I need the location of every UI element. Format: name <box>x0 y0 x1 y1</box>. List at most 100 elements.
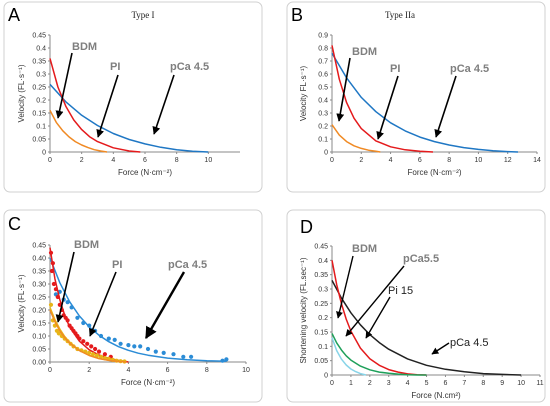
panel-c-series-1-point <box>81 339 86 344</box>
panel-c-arrow-pi <box>89 271 117 337</box>
panel-c-y-tick-label: 0.40 <box>32 256 46 263</box>
panel-d-y-tick-label: 0.15 <box>314 330 328 337</box>
panel-b-y-tick-label: 0.4 <box>318 98 328 105</box>
panel-c-y-tick-label: 0.05 <box>32 347 46 354</box>
panel-c-annotation-pca45: pCa 4.5 <box>168 259 207 271</box>
panel-a-arrow-pca45 <box>152 74 175 135</box>
panel-c-y-tick-label: 0.25 <box>32 295 46 302</box>
panel-c-x-tick-label: 10 <box>242 367 250 374</box>
panel-a-annotation-bdm: BDM <box>72 41 97 53</box>
panel-b-series-2-line <box>331 124 381 153</box>
panel-c-series-0-point <box>189 354 194 359</box>
panel-b-x-tick-label: 8 <box>447 157 451 164</box>
panel-b-x-axis-label: Force (N·cm⁻²) <box>408 168 462 177</box>
panel-c-series-0-point <box>69 305 74 310</box>
panel-c-series-0-point <box>98 333 104 339</box>
panel-c-series-2-point <box>98 354 104 359</box>
panel-d-series-0-line <box>331 280 522 376</box>
panel-c-x-tick-label: 2 <box>87 367 91 374</box>
panel-b-annotation-bdm: BDM <box>352 46 377 58</box>
panel-a-y-axis-label: Velocity (FL·s⁻¹) <box>17 64 26 122</box>
panel-a-series-2-line <box>49 110 108 153</box>
panel-c-series-0-point <box>161 350 166 355</box>
panel-c-y-tick-label: 0.20 <box>32 308 46 315</box>
panel-c-series-0-point <box>145 346 151 352</box>
panel-a-x-axis-label: Force (N·cm⁻²) <box>118 168 172 177</box>
panel-c-y-axis-label: Velocity (FL·s⁻¹) <box>17 274 26 332</box>
panel-c-label: C <box>8 214 21 234</box>
panel-a-frame <box>3 1 263 193</box>
panel-a-x-tick-label: 2 <box>80 157 84 164</box>
panel-c-x-tick-label: 4 <box>126 367 130 374</box>
panel-c-x-tick-label: 8 <box>205 367 209 374</box>
panel-a-x-tick-label: 0 <box>48 157 52 164</box>
panel-b-x-tick-label: 2 <box>359 157 363 164</box>
panel-c-annotation-pi: PI <box>112 259 122 271</box>
panel-c-series-1-point <box>48 250 54 255</box>
panel-b-series-0-line <box>331 52 519 153</box>
panel-c-series-0-point <box>81 320 86 326</box>
panel-c-series-0-point <box>106 336 111 341</box>
panel-d-x-tick-label: 2 <box>368 380 372 387</box>
panel-a-y-tick-label: 0.05 <box>32 137 46 144</box>
panel-c-y-tick-label: 0.10 <box>32 334 46 341</box>
panel-d-x-tick-label: 7 <box>462 380 466 387</box>
panel-d-y-tick-label: 0.4 <box>318 258 328 265</box>
panel-c-frame <box>3 209 263 403</box>
panel-d-x-axis-label: Force (N.cm²) <box>411 391 461 400</box>
panel-b-y-tick-label: 0.2 <box>318 124 328 131</box>
panel-c-arrow-bdm <box>55 251 75 323</box>
panel-c-series-1-point <box>65 318 70 323</box>
panel-c-series-1-point <box>53 287 59 292</box>
panel-c-series-2-point <box>94 353 100 358</box>
panel-d-y-tick-label: 0.05 <box>314 358 328 365</box>
panel-d-y-tick-label: 0.2 <box>318 315 328 322</box>
panel-a-series-0-line <box>49 83 209 153</box>
panel-c-series-2-point <box>56 331 61 336</box>
panel-d-annotation-pca45: pCa 4.5 <box>450 337 489 349</box>
panel-d-y-tick-label: 0 <box>324 373 328 380</box>
panel-c-y-tick-label: 0.00 <box>32 360 46 367</box>
panel-d-y-tick-label: 0.3 <box>318 287 328 294</box>
panel-d-arrow-pi15 <box>365 296 391 339</box>
panel-c-series-1-point <box>96 349 102 354</box>
panel-b-arrow-pi <box>376 75 399 140</box>
panel-b-y-tick-label: 0.9 <box>318 33 328 40</box>
panel-b-series-1-line <box>331 45 434 153</box>
panel-b-y-tick-label: 0.8 <box>318 46 328 53</box>
panel-c-series-1-point <box>85 341 90 346</box>
panel-c-series-1-point <box>51 281 57 287</box>
panel-d-x-tick-label: 1 <box>349 380 353 387</box>
panel-a-x-tick-label: 10 <box>204 157 212 164</box>
panel-d-x-tick-label: 5 <box>425 380 429 387</box>
panel-c-y-tick-label: 0.35 <box>32 269 46 276</box>
panel-c-series-1-point <box>77 336 82 341</box>
panel-b-title: Type IIa <box>385 10 415 20</box>
panel-c-y-tick-label: 0.15 <box>32 321 46 328</box>
panel-b-y-tick-label: 0.5 <box>318 85 328 92</box>
panel-d: D 0 1 2 3 4 5 6 7 8 9 10 11 0 0.05 0.1 0.15 0.2 0.25 0.3 0.… <box>286 209 546 403</box>
panel-a-plot: 0 2 4 6 8 10 0 0.05 0.1 0.15 0.2 0.25 0.3 0.35 0.4 0.45… <box>17 33 240 177</box>
panel-c-x-axis-label: Force (N·cm⁻²) <box>121 378 175 387</box>
panel-d-y-tick-label: 0.25 <box>314 301 328 308</box>
panel-c-series-0-point <box>87 323 92 328</box>
panel-c-series-1-point <box>93 346 98 352</box>
panel-d-annotation-pca55: pCa5.5 <box>403 253 439 265</box>
panel-c-series-0-point <box>153 349 158 354</box>
panel-d-x-tick-label: 8 <box>481 380 485 387</box>
panel-b-x-tick-label: 0 <box>330 157 334 164</box>
panel-c-series-0-point <box>118 341 123 346</box>
panel-c-series-0-point <box>75 315 80 320</box>
panel-a-label: A <box>8 5 20 25</box>
panel-c-series-0-point <box>65 300 70 305</box>
panel-c-x-tick-label: 0 <box>48 367 52 374</box>
panel-c-series-0-point <box>132 344 137 349</box>
panel-a-title: Type I <box>131 10 154 20</box>
panel-a-y-tick-label: 0.15 <box>32 111 46 118</box>
panel-b: B Type IIa 0 2 4 6 8 10 12 14 0 0.1 0.2 0.3 0.4 0.5 0.… <box>286 1 546 193</box>
panel-c-annotation-bdm: BDM <box>74 239 99 251</box>
panel-b-annotation-pi: PI <box>390 63 400 75</box>
panel-c-series-1-point <box>49 268 55 274</box>
panel-c: C 0 2 4 6 8 10 0.00 0.05 0.10 0.15 0.20 0.25 0.30 0.3… <box>3 209 263 403</box>
panel-b-arrow-bdm <box>336 57 351 122</box>
